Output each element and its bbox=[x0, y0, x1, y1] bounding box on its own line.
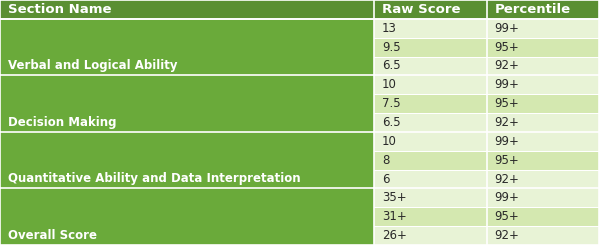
Text: Overall Score: Overall Score bbox=[8, 229, 97, 242]
Text: 8: 8 bbox=[382, 154, 389, 167]
Text: 35+: 35+ bbox=[382, 191, 407, 204]
Bar bbox=[374, 188, 486, 207]
Text: 95+: 95+ bbox=[495, 210, 519, 223]
Bar bbox=[486, 226, 599, 245]
Bar bbox=[374, 38, 486, 57]
Bar bbox=[374, 151, 486, 170]
Text: 92+: 92+ bbox=[495, 172, 519, 185]
Bar bbox=[374, 132, 486, 151]
Bar bbox=[486, 38, 599, 57]
Text: 99+: 99+ bbox=[495, 22, 519, 35]
Text: 13: 13 bbox=[382, 22, 397, 35]
Bar bbox=[486, 207, 599, 226]
Bar bbox=[374, 75, 486, 94]
Bar bbox=[486, 151, 599, 170]
Bar bbox=[374, 170, 486, 188]
Text: 6: 6 bbox=[382, 172, 390, 185]
Text: 92+: 92+ bbox=[495, 229, 519, 242]
Text: 92+: 92+ bbox=[495, 60, 519, 73]
Bar bbox=[486, 19, 599, 38]
Text: 7.5: 7.5 bbox=[382, 97, 401, 110]
Text: 95+: 95+ bbox=[495, 97, 519, 110]
Bar bbox=[486, 132, 599, 151]
Text: 31+: 31+ bbox=[382, 210, 407, 223]
Text: 99+: 99+ bbox=[495, 78, 519, 91]
Text: Raw Score: Raw Score bbox=[382, 3, 461, 16]
Bar bbox=[374, 207, 486, 226]
Text: 99+: 99+ bbox=[495, 135, 519, 148]
Bar bbox=[374, 226, 486, 245]
Bar bbox=[486, 75, 599, 94]
Bar bbox=[486, 113, 599, 132]
Text: Quantitative Ability and Data Interpretation: Quantitative Ability and Data Interpreta… bbox=[8, 172, 301, 185]
Bar bbox=[0, 132, 374, 188]
Text: 99+: 99+ bbox=[495, 191, 519, 204]
Text: Decision Making: Decision Making bbox=[8, 116, 116, 129]
Bar bbox=[0, 0, 599, 19]
Bar bbox=[0, 188, 374, 245]
Text: 6.5: 6.5 bbox=[382, 116, 401, 129]
Text: 10: 10 bbox=[382, 135, 397, 148]
Text: 6.5: 6.5 bbox=[382, 60, 401, 73]
Text: Section Name: Section Name bbox=[8, 3, 111, 16]
Bar bbox=[486, 170, 599, 188]
Text: 95+: 95+ bbox=[495, 154, 519, 167]
Text: 9.5: 9.5 bbox=[382, 41, 401, 54]
Text: Verbal and Logical Ability: Verbal and Logical Ability bbox=[8, 59, 177, 72]
Bar bbox=[374, 19, 486, 38]
Text: 26+: 26+ bbox=[382, 229, 407, 242]
Bar bbox=[486, 188, 599, 207]
Bar bbox=[486, 57, 599, 75]
Bar bbox=[486, 94, 599, 113]
Text: 95+: 95+ bbox=[495, 41, 519, 54]
Bar bbox=[0, 19, 374, 75]
Text: 92+: 92+ bbox=[495, 116, 519, 129]
Text: Percentile: Percentile bbox=[495, 3, 571, 16]
Text: 10: 10 bbox=[382, 78, 397, 91]
Bar bbox=[0, 75, 374, 132]
Bar bbox=[374, 113, 486, 132]
Bar bbox=[374, 57, 486, 75]
Bar bbox=[374, 94, 486, 113]
